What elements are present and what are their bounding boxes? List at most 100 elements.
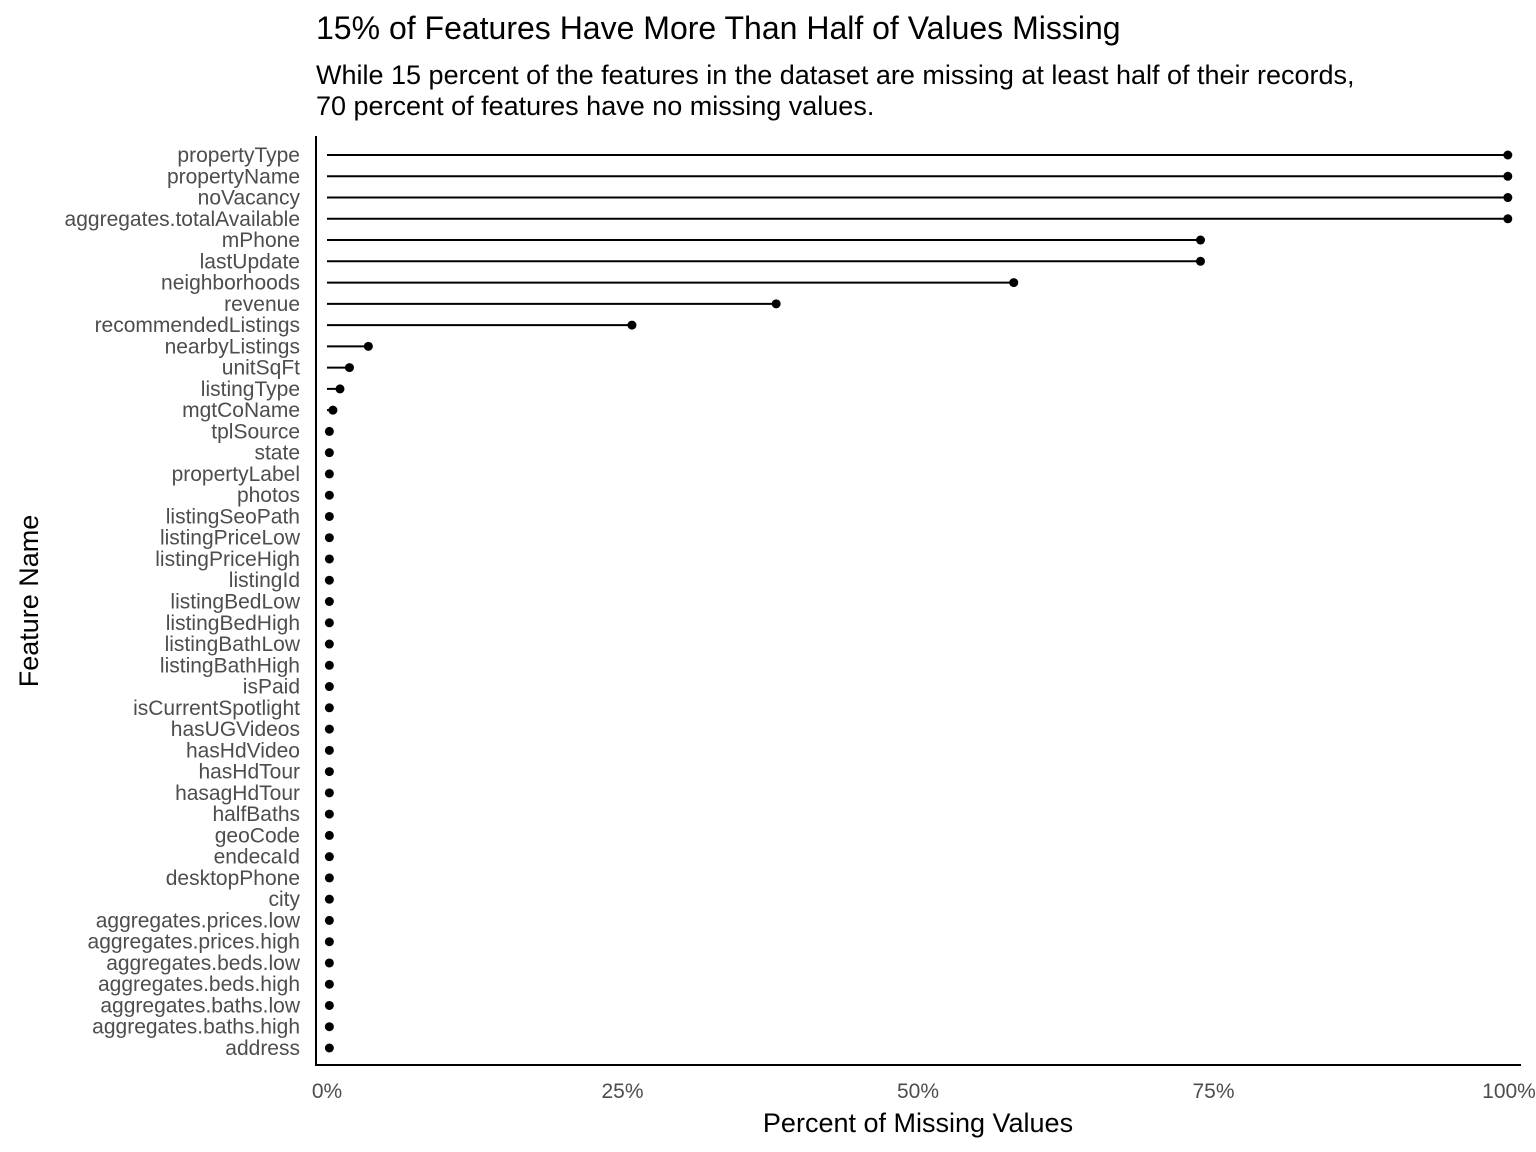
lollipop-point — [1503, 214, 1513, 224]
category-label: aggregates.baths.high — [92, 1016, 300, 1039]
category-label: state — [254, 442, 300, 465]
lollipop-point — [771, 299, 781, 309]
lollipop-point — [324, 682, 334, 692]
lollipop-point — [324, 852, 334, 862]
category-label: listingBathLow — [165, 633, 301, 656]
lollipop-point — [324, 979, 334, 989]
lollipop-point — [324, 809, 334, 819]
category-label: hasagHdTour — [175, 782, 300, 805]
category-label: listingPriceHigh — [155, 548, 300, 571]
x-tick-label: 100% — [1482, 1080, 1536, 1103]
lollipop-point — [324, 703, 334, 713]
category-label: geoCode — [215, 824, 300, 847]
chart-axes — [315, 136, 1521, 1066]
lollipop-point — [324, 533, 334, 543]
category-label: isCurrentSpotlight — [133, 697, 300, 720]
lollipop-point — [328, 405, 338, 415]
lollipop-point — [324, 1000, 334, 1010]
category-labels: propertyTypepropertyNamenoVacancyaggrega… — [65, 144, 301, 1060]
lollipop-point — [324, 554, 334, 564]
category-label: aggregates.beds.low — [106, 952, 301, 975]
lollipop-point — [324, 1043, 334, 1053]
lollipop-point — [1503, 150, 1513, 160]
category-label: desktopPhone — [166, 867, 300, 890]
category-label: aggregates.baths.low — [100, 994, 300, 1017]
category-label: hasUGVideos — [171, 718, 300, 741]
lollipop-point — [324, 639, 334, 649]
category-label: listingBedLow — [170, 591, 300, 614]
category-label: aggregates.prices.low — [96, 909, 301, 932]
lollipop-point — [1503, 193, 1513, 203]
category-label: halfBaths — [212, 803, 300, 826]
category-label: recommendedListings — [95, 314, 300, 337]
lollipop-point — [335, 384, 345, 394]
category-label: listingId — [229, 569, 300, 592]
chart-subtitle-line-1: While 15 percent of the features in the … — [316, 60, 1355, 90]
lollipop-point — [324, 618, 334, 628]
lollipop-point — [324, 490, 334, 500]
lollipop-point — [1195, 256, 1205, 266]
category-label: tplSource — [211, 420, 300, 443]
x-axis-title: Percent of Missing Values — [763, 1108, 1073, 1138]
category-label: aggregates.beds.high — [98, 973, 300, 996]
category-label: lastUpdate — [200, 250, 300, 273]
category-label: neighborhoods — [161, 272, 300, 295]
lollipop-point — [324, 1022, 334, 1032]
lollipop-point — [324, 448, 334, 458]
lollipop-point — [324, 788, 334, 798]
category-label: propertyType — [177, 144, 300, 167]
category-label: unitSqFt — [222, 357, 300, 380]
lollipop-point — [324, 575, 334, 585]
x-tick-label: 0% — [312, 1080, 342, 1103]
category-label: address — [225, 1037, 300, 1060]
category-label: aggregates.prices.high — [88, 931, 300, 954]
lollipop-point — [363, 341, 373, 351]
lollipop-point — [324, 873, 334, 883]
category-label: aggregates.totalAvailable — [65, 208, 300, 231]
category-label: hasHdTour — [198, 761, 300, 784]
lollipop-point — [627, 320, 637, 330]
category-label: endecaId — [214, 846, 300, 869]
category-label: revenue — [224, 293, 300, 316]
lollipop-point — [324, 958, 334, 968]
category-label: listingBathHigh — [160, 654, 300, 677]
lollipop-point — [1009, 278, 1019, 288]
category-label: mgtCoName — [182, 399, 300, 422]
x-tick-labels: 0% 25% 50% 75% 100% — [312, 1080, 1536, 1103]
x-tick-label: 25% — [601, 1080, 643, 1103]
category-label: listingType — [201, 378, 300, 401]
chart-title: 15% of Features Have More Than Half of V… — [316, 10, 1121, 46]
category-label: propertyName — [167, 165, 300, 188]
category-label: listingPriceLow — [160, 527, 301, 550]
lollipop-point — [324, 724, 334, 734]
lollipop-point — [324, 469, 334, 479]
category-label: photos — [237, 484, 300, 507]
category-label: isPaid — [243, 676, 300, 699]
x-tick-label: 75% — [1192, 1080, 1234, 1103]
category-label: city — [269, 888, 301, 911]
chart-subtitle: While 15 percent of the features in the … — [316, 60, 1516, 122]
chart-marks — [324, 150, 1513, 1053]
category-label: hasHdVideo — [186, 739, 300, 762]
y-axis-title: Feature Name — [14, 515, 44, 688]
lollipop-point — [324, 511, 334, 521]
lollipop-point — [324, 745, 334, 755]
lollipop-point — [1195, 235, 1205, 245]
category-label: listingBedHigh — [166, 612, 300, 635]
lollipop-point — [324, 426, 334, 436]
lollipop-point — [324, 660, 334, 670]
lollipop-point — [324, 830, 334, 840]
category-label: propertyLabel — [172, 463, 300, 486]
lollipop-point — [324, 894, 334, 904]
lollipop-point — [324, 767, 334, 777]
lollipop-point — [324, 915, 334, 925]
category-label: nearbyListings — [165, 335, 300, 358]
lollipop-point — [324, 597, 334, 606]
lollipop-point — [344, 363, 354, 373]
category-label: mPhone — [222, 229, 300, 252]
x-tick-label: 50% — [897, 1080, 939, 1103]
category-label: noVacancy — [198, 187, 301, 210]
chart-subtitle-line-2: 70 percent of features have no missing v… — [316, 91, 875, 121]
lollipop-point — [1503, 171, 1513, 181]
